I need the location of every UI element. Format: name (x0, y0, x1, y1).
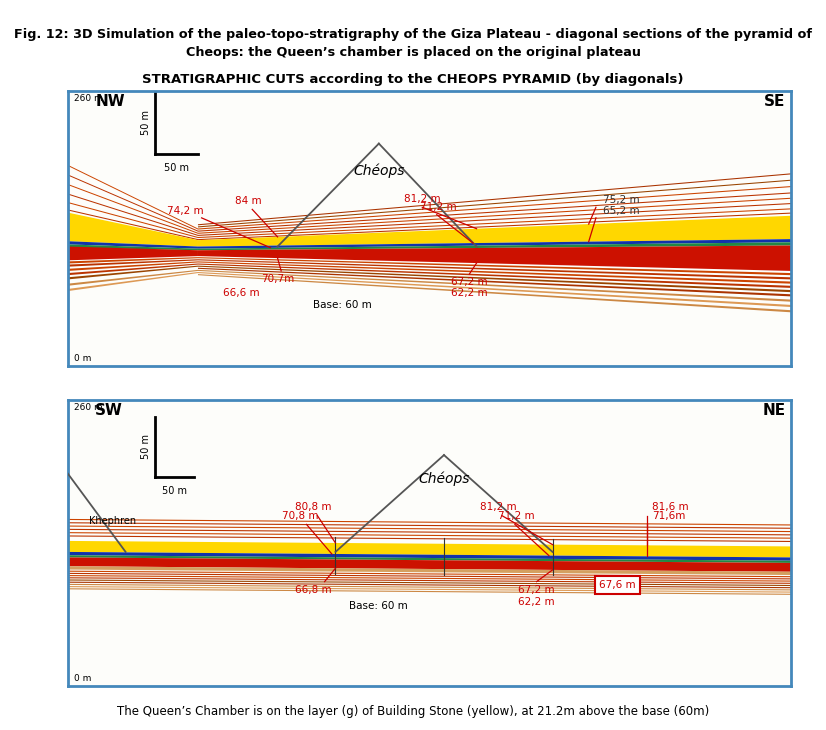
Text: Chéops: Chéops (354, 164, 405, 178)
Polygon shape (68, 261, 198, 271)
Text: 67,6 m: 67,6 m (600, 580, 636, 590)
Polygon shape (198, 193, 791, 231)
Polygon shape (68, 259, 198, 266)
Polygon shape (68, 541, 791, 558)
Polygon shape (198, 180, 791, 228)
Text: 84 m: 84 m (235, 196, 262, 206)
Text: 62,2 m: 62,2 m (451, 288, 487, 298)
Text: 66,6 m: 66,6 m (223, 288, 259, 298)
Text: The Queen’s Chamber is on the layer (g) of Building Stone (yellow), at 21.2m abo: The Queen’s Chamber is on the layer (g) … (116, 704, 710, 718)
Text: Base: 60 m: Base: 60 m (313, 299, 372, 310)
Polygon shape (68, 586, 791, 593)
Polygon shape (68, 202, 198, 238)
Text: Fig. 12: 3D Simulation of the paleo-topo-stratigraphy of the Giza Plateau - diag: Fig. 12: 3D Simulation of the paleo-topo… (14, 28, 812, 41)
Polygon shape (198, 242, 791, 250)
Polygon shape (68, 247, 198, 261)
Text: 66,8 m: 66,8 m (296, 585, 332, 595)
Text: 50 m: 50 m (141, 110, 151, 135)
Polygon shape (198, 266, 791, 292)
Polygon shape (198, 259, 791, 280)
Polygon shape (68, 522, 791, 529)
Polygon shape (198, 198, 791, 234)
Polygon shape (68, 212, 198, 247)
Polygon shape (68, 184, 198, 234)
Text: 71,6m: 71,6m (653, 511, 686, 521)
Polygon shape (68, 582, 791, 588)
Text: 75,2 m: 75,2 m (603, 195, 640, 205)
Polygon shape (198, 186, 791, 229)
Polygon shape (68, 257, 198, 264)
Text: 50 m: 50 m (162, 486, 187, 496)
Polygon shape (68, 580, 791, 586)
Polygon shape (68, 558, 791, 572)
Polygon shape (198, 274, 791, 312)
Polygon shape (68, 577, 791, 584)
Polygon shape (68, 270, 198, 286)
Polygon shape (68, 552, 791, 561)
Polygon shape (68, 575, 791, 582)
Text: 81,2 m: 81,2 m (480, 502, 516, 512)
Text: 62,2 m: 62,2 m (518, 597, 555, 607)
Polygon shape (68, 526, 791, 532)
Text: SE: SE (764, 93, 786, 109)
Polygon shape (68, 571, 791, 577)
Polygon shape (68, 535, 791, 542)
Text: 50 m: 50 m (141, 434, 151, 459)
Polygon shape (198, 264, 791, 288)
Text: Chéops: Chéops (418, 471, 470, 485)
Text: Khephren: Khephren (89, 516, 136, 526)
Text: 71,2 m: 71,2 m (420, 201, 457, 212)
Text: 65,2 m: 65,2 m (603, 206, 640, 216)
Polygon shape (68, 174, 198, 231)
Text: SW: SW (95, 404, 123, 418)
Polygon shape (68, 266, 198, 280)
Polygon shape (68, 584, 791, 591)
Text: 67,2 m: 67,2 m (518, 585, 555, 595)
Polygon shape (68, 556, 791, 563)
Text: 71,2 m: 71,2 m (498, 511, 534, 521)
Text: 74,2 m: 74,2 m (167, 206, 203, 216)
Text: Cheops: the Queen’s chamber is placed on the original plateau: Cheops: the Queen’s chamber is placed on… (186, 46, 640, 59)
Text: 67,2 m: 67,2 m (451, 277, 487, 288)
Polygon shape (68, 264, 198, 275)
Polygon shape (198, 268, 791, 296)
Text: NW: NW (95, 93, 125, 109)
Polygon shape (68, 241, 198, 249)
Polygon shape (68, 573, 791, 580)
Polygon shape (198, 212, 791, 240)
Polygon shape (198, 203, 791, 236)
Text: 81,6 m: 81,6 m (653, 502, 689, 512)
Text: 260 m: 260 m (74, 93, 102, 103)
Polygon shape (68, 272, 198, 291)
Polygon shape (198, 270, 791, 301)
Polygon shape (68, 519, 791, 526)
Polygon shape (68, 566, 791, 575)
Polygon shape (68, 529, 791, 535)
Text: 0 m: 0 m (74, 674, 91, 683)
Polygon shape (68, 165, 198, 229)
Polygon shape (198, 257, 791, 275)
Polygon shape (68, 193, 198, 236)
Polygon shape (198, 216, 791, 247)
Text: 260 m: 260 m (74, 404, 102, 412)
Text: 70,7m: 70,7m (261, 274, 294, 284)
Text: 81,2 m: 81,2 m (404, 194, 440, 204)
Polygon shape (198, 261, 791, 284)
Polygon shape (68, 210, 198, 240)
Text: 80,8 m: 80,8 m (296, 502, 332, 512)
Polygon shape (198, 245, 791, 271)
Polygon shape (198, 239, 791, 249)
Text: STRATIGRAPHIC CUTS according to the CHEOPS PYRAMID (by diagonals): STRATIGRAPHIC CUTS according to the CHEO… (142, 73, 684, 86)
Text: Base: 60 m: Base: 60 m (349, 602, 408, 612)
Text: 0 m: 0 m (74, 354, 91, 364)
Polygon shape (68, 532, 791, 539)
Polygon shape (68, 588, 791, 595)
Text: 70,8 m: 70,8 m (282, 511, 319, 521)
Text: 50 m: 50 m (164, 163, 189, 173)
Polygon shape (198, 208, 791, 238)
Polygon shape (68, 245, 198, 250)
Text: NE: NE (762, 404, 786, 418)
Polygon shape (198, 272, 791, 307)
Polygon shape (198, 173, 791, 226)
